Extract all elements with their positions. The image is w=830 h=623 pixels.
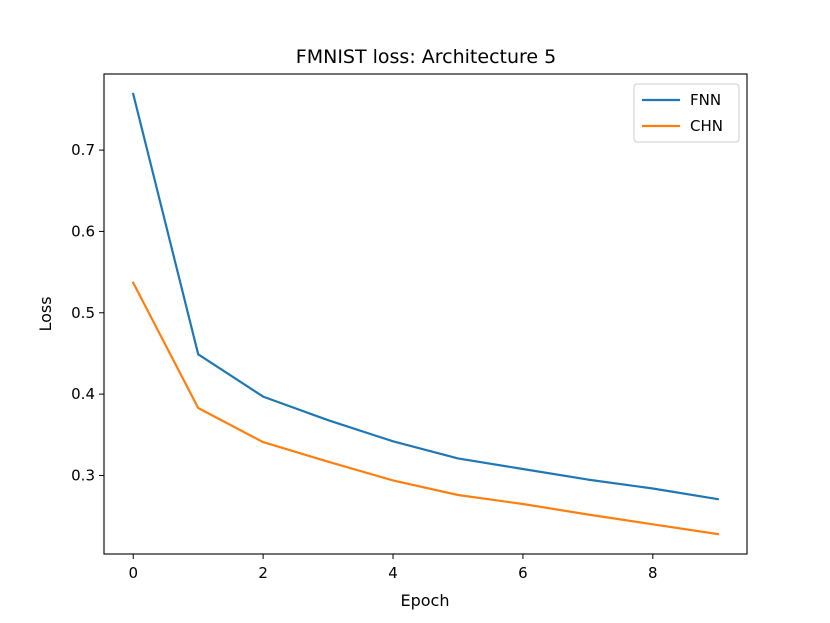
y-tick-label: 0.5 [71,304,95,322]
series-layer [131,92,720,536]
x-tick-label: 6 [518,564,528,582]
x-tick-label: 2 [258,564,268,582]
x-axis-label: Epoch [401,591,450,610]
plot-frame [103,73,748,555]
y-axis-label: Loss [36,296,55,331]
x-tick-label: 8 [648,564,658,582]
chart-title: FMNIST loss: Architecture 5 [296,46,556,68]
legend-box [633,83,740,143]
series-line-fnn [131,92,720,501]
legend-label-chn: CHN [690,117,723,135]
y-axis-ticks: 0.3 0.4 0.5 0.6 0.7 [71,141,104,484]
x-tick-label: 0 [128,564,138,582]
y-tick-label: 0.7 [71,141,95,159]
legend-label-fnn: FNN [690,91,721,109]
y-tick-label: 0.3 [71,466,95,484]
y-tick-label: 0.6 [71,222,95,240]
y-tick-label: 0.4 [71,385,95,403]
x-tick-label: 4 [388,564,398,582]
x-axis-ticks: 0 2 4 6 8 [128,554,658,582]
legend: FNN CHN [633,83,740,143]
series-line-chn [131,281,720,536]
